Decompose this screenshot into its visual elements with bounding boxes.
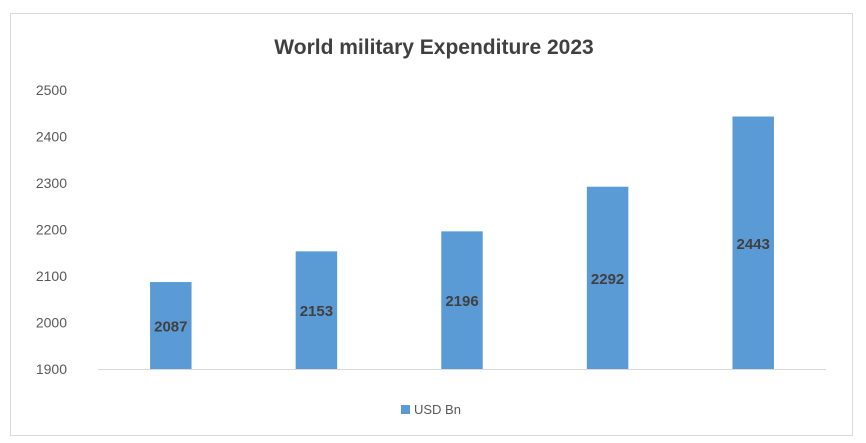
y-tick-label: 2400 (36, 129, 67, 145)
y-tick-label: 2100 (36, 268, 67, 284)
bars-group (150, 116, 774, 369)
y-axis: 1900 2000 2100 2200 2300 2400 2500 (36, 82, 67, 377)
legend-label-usd-bn: USD Bn (414, 402, 461, 417)
bar-data-label: 2443 (737, 236, 770, 253)
y-tick-label: 2500 (36, 82, 67, 98)
bar-data-label: 2153 (300, 303, 333, 320)
y-tick-label: 2200 (36, 222, 67, 238)
bar (150, 282, 192, 369)
bar-data-label: 2196 (445, 293, 478, 310)
bar-data-label: 2292 (591, 271, 624, 288)
legend-swatch (401, 405, 410, 414)
y-tick-label: 2000 (36, 315, 67, 331)
chart-title: World military Expenditure 2023 (274, 36, 593, 59)
bar (732, 116, 774, 369)
legend: USD Bn (401, 402, 461, 417)
bar (441, 231, 483, 369)
y-tick-label: 2300 (36, 175, 67, 191)
y-tick-label: 1900 (36, 361, 67, 377)
data-labels-group: 2087 2153 2196 2292 2443 (154, 236, 770, 336)
bar (295, 251, 338, 369)
bar-data-label: 2087 (154, 319, 187, 336)
bar (586, 186, 629, 369)
